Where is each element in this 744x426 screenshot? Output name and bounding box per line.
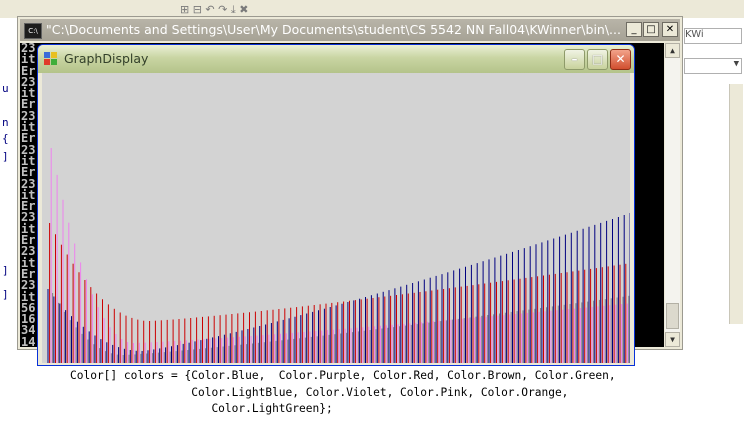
margin-glyph: { [2,132,9,145]
console-line: 23 [21,142,36,157]
console-scrollbar[interactable]: ▲ ▼ [665,43,680,347]
graph-minimize-button[interactable]: – [564,49,585,70]
ide-editor-scrollbar[interactable] [729,84,743,324]
ide-member-dropdown[interactable] [684,58,742,74]
console-title: "C:\Documents and Settings\User\My Docum… [46,22,621,37]
graph-canvas [42,73,630,363]
margin-glyph: n [2,116,9,129]
console-line: 14 [21,334,36,347]
console-line: 23 [21,278,36,293]
console-line: 23 [21,43,36,55]
bar-chart [47,148,630,363]
console-line: Er [21,131,36,146]
graph-maximize-button[interactable]: □ [587,49,608,70]
code-line: Color[] colors = {Color.Blue, Color.Purp… [70,369,616,382]
console-line: it [21,120,36,135]
console-line: Er [21,233,36,248]
console-line: 16 [21,312,36,327]
console-line: Er [21,165,36,180]
console-line: 23 [21,74,36,89]
console-minimize-button[interactable]: _ [626,22,642,37]
console-line: it [21,221,36,236]
graph-title-bar[interactable]: GraphDisplay – □ ✕ [38,45,634,73]
console-line: 23 [21,108,36,123]
graph-close-button[interactable]: ✕ [610,49,631,70]
ide-toolbar-icons[interactable]: ⊞ ⊟ ↶ ↷ ⤓ ✖ [180,3,249,16]
console-line: it [21,255,36,270]
code-line: Color.LightGreen}; [70,402,333,415]
scroll-up-arrow-icon[interactable]: ▲ [665,43,680,58]
graph-display-window: GraphDisplay – □ ✕ [37,44,635,366]
ide-class-field[interactable]: KWi [684,28,742,44]
scroll-down-arrow-icon[interactable]: ▼ [665,332,680,347]
console-line: 23 [21,244,36,259]
margin-glyph: ] [2,150,9,163]
console-line: 23 [21,210,36,225]
code-editor[interactable]: Color[] colors = {Color.Blue, Color.Purp… [70,368,616,418]
console-line: it [21,153,36,168]
console-title-bar[interactable]: C:\ "C:\Documents and Settings\User\My D… [20,19,680,41]
margin-glyph: u [2,82,9,95]
ide-right-panel: KWi [681,18,744,324]
graph-window-title: GraphDisplay [64,51,149,66]
scroll-thumb[interactable] [666,303,679,329]
console-line: it [21,86,36,101]
console-line: it [21,289,36,304]
console-line: 34 [21,323,36,338]
console-line: 56 [21,300,36,315]
console-line: it [21,52,36,67]
console-line: Er [21,97,36,112]
console-line: 23 [21,176,36,191]
console-close-button[interactable]: ✕ [662,22,678,37]
console-maximize-button[interactable]: □ [643,22,659,37]
console-line: Er [21,199,36,214]
margin-glyph: ] [2,288,9,301]
code-line: Color.LightBlue, Color.Violet, Color.Pin… [70,385,569,399]
console-line: Er [21,63,36,78]
console-line: it [21,187,36,202]
console-lines: 23 it Er 23 it Er 23 it Er 23 it Er 23 it Er 23 it Er 23 it… [21,43,35,347]
console-icon: C:\ [24,23,42,39]
app-window-icon [44,52,58,66]
margin-glyph: ] [2,264,9,277]
console-line: Er [21,266,36,281]
